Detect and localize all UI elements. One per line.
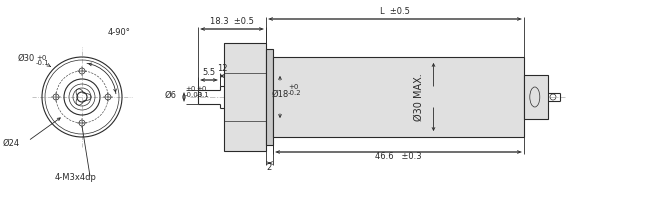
- Bar: [266, 49, 273, 145]
- Text: 4-90°: 4-90°: [108, 28, 131, 37]
- Text: +0: +0: [196, 86, 207, 92]
- Bar: [224, 43, 266, 151]
- Text: +0: +0: [36, 55, 46, 61]
- Text: -0.1: -0.1: [196, 92, 210, 98]
- Text: 46.6   ±0.3: 46.6 ±0.3: [375, 152, 422, 161]
- Text: Ø30 MAX.: Ø30 MAX.: [413, 73, 424, 121]
- Text: -0.1: -0.1: [36, 60, 50, 66]
- Text: -0.2: -0.2: [288, 90, 302, 96]
- Text: -0.03: -0.03: [185, 92, 203, 98]
- Text: Ø24: Ø24: [3, 139, 20, 148]
- Text: 12: 12: [216, 64, 228, 73]
- Text: 4-M3x4dp: 4-M3x4dp: [55, 173, 97, 182]
- Text: Ø30: Ø30: [18, 54, 35, 63]
- Text: Ø6: Ø6: [165, 90, 177, 100]
- Text: L  ±0.5: L ±0.5: [380, 7, 410, 16]
- Text: 2: 2: [267, 163, 272, 172]
- Text: 18.3  ±0.5: 18.3 ±0.5: [210, 17, 254, 26]
- Bar: [524, 75, 548, 119]
- Text: +0: +0: [288, 84, 298, 90]
- Text: 5.5: 5.5: [202, 68, 216, 77]
- Bar: [273, 57, 524, 137]
- Text: Ø18: Ø18: [272, 89, 289, 98]
- Text: +0: +0: [185, 86, 196, 92]
